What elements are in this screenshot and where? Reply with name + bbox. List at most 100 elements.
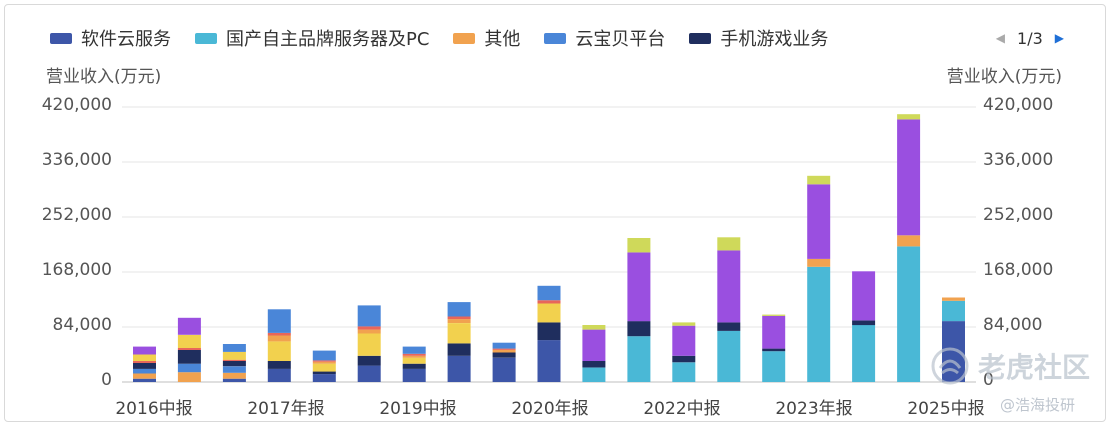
bar-segment-2022中报[interactable]	[672, 355, 696, 363]
bar-segment-2019中报[interactable]	[402, 368, 426, 382]
bar-segment-2017中报[interactable]	[222, 378, 246, 382]
legend-item-cloud-baby[interactable]: 云宝贝平台	[544, 25, 665, 51]
bar-segment-2024年报[interactable]	[897, 235, 921, 247]
bar-segment-2016年报[interactable]	[177, 372, 201, 382]
bar-segment-2017年报[interactable]	[267, 335, 291, 342]
bar-segment-2022中报[interactable]	[672, 362, 696, 382]
bar-segment-2016年报[interactable]	[177, 349, 201, 364]
bar-segment-2018年报[interactable]	[357, 355, 381, 366]
bar-segment-2019中报[interactable]	[402, 355, 426, 358]
bar-segment-2021年报[interactable]	[627, 238, 651, 253]
bar-segment-2016年报[interactable]	[177, 348, 201, 350]
bar-segment-2020中报[interactable]	[492, 352, 516, 358]
bar-segment-2018年报[interactable]	[357, 333, 381, 356]
bar-segment-2018年报[interactable]	[357, 365, 381, 382]
bar-segment-2020年报[interactable]	[537, 300, 561, 304]
bar-segment-2023年报[interactable]	[807, 258, 831, 267]
bar-segment-2024年报[interactable]	[897, 119, 921, 236]
bar-segment-2018年报[interactable]	[357, 326, 381, 330]
legend-item-cloud-software[interactable]: 软件云服务	[50, 25, 171, 51]
bar-segment-2016中报[interactable]	[133, 373, 156, 379]
bar-segment-2018中报[interactable]	[312, 363, 336, 372]
bar-segment-2021中报[interactable]	[582, 367, 606, 382]
bar-segment-2016中报[interactable]	[133, 363, 156, 369]
bar-segment-2024中报[interactable]	[852, 325, 876, 382]
bar-segment-2016中报[interactable]	[133, 368, 156, 374]
bar-segment-2018中报[interactable]	[312, 350, 336, 361]
bar-segment-2023中报[interactable]	[762, 351, 786, 382]
bar-segment-2019年报[interactable]	[447, 316, 471, 320]
bar-segment-2022年报[interactable]	[717, 322, 741, 331]
bar-segment-2023年报[interactable]	[807, 184, 831, 259]
bar-segment-2016中报[interactable]	[133, 354, 156, 362]
bar-segment-2020中报[interactable]	[492, 349, 516, 353]
bar-segment-2024中报[interactable]	[852, 320, 876, 326]
bar-segment-2023中报[interactable]	[762, 348, 786, 352]
bar-segment-2017中报[interactable]	[222, 366, 246, 373]
bar-segment-2016年报[interactable]	[177, 317, 201, 335]
bar-segment-2016中报[interactable]	[133, 378, 156, 382]
legend-item-mobile-games[interactable]: 手机游戏业务	[689, 25, 828, 51]
bar-segment-2019中报[interactable]	[402, 346, 426, 354]
bar-segment-2022年报[interactable]	[717, 330, 741, 382]
bar-segment-2020年报[interactable]	[537, 322, 561, 341]
prev-page-icon[interactable]: ◀	[995, 31, 1006, 45]
bar-segment-2017年报[interactable]	[267, 361, 291, 369]
legend-item-other[interactable]: 其他	[453, 25, 520, 51]
bar-segment-2017年报[interactable]	[267, 341, 291, 361]
bar-segment-2022年报[interactable]	[717, 250, 741, 323]
bar-segment-2016中报[interactable]	[133, 346, 156, 355]
bar-segment-2023年报[interactable]	[807, 175, 831, 185]
bar-segment-2022中报[interactable]	[672, 322, 696, 326]
bar-segment-2020年报[interactable]	[537, 340, 561, 382]
next-page-icon[interactable]: ▶	[1054, 31, 1064, 45]
bar-segment-2021中报[interactable]	[582, 329, 606, 361]
bar-segment-2020中报[interactable]	[492, 342, 516, 349]
bar-segment-2020年报[interactable]	[537, 303, 561, 323]
bar-segment-2020中报[interactable]	[492, 348, 516, 350]
bar-segment-2021年报[interactable]	[627, 252, 651, 322]
bar-segment-2021年报[interactable]	[627, 336, 651, 382]
legend-item-servers-pc[interactable]: 国产自主品牌服务器及PC	[195, 25, 429, 51]
bar-segment-2017中报[interactable]	[222, 344, 246, 352]
bar-segment-2021年报[interactable]	[627, 321, 651, 337]
bar-segment-2018年报[interactable]	[357, 305, 381, 327]
bar-segment-2019中报[interactable]	[402, 353, 426, 356]
bar-segment-2017年报[interactable]	[267, 309, 291, 333]
bar-segment-2017中报[interactable]	[222, 359, 246, 361]
bar-segment-2019年报[interactable]	[447, 355, 471, 382]
bar-segment-2018中报[interactable]	[312, 360, 336, 362]
bar-segment-2017中报[interactable]	[222, 351, 246, 360]
bar-segment-2022中报[interactable]	[672, 325, 696, 356]
bar-segment-2025中报[interactable]	[942, 297, 965, 301]
bar-segment-2019中报[interactable]	[402, 363, 426, 369]
bar-segment-2016中报[interactable]	[133, 361, 156, 363]
bar-segment-2018中报[interactable]	[312, 361, 336, 364]
bar-segment-2018中报[interactable]	[312, 374, 336, 382]
bar-segment-2019年报[interactable]	[447, 323, 471, 344]
bar-segment-2019年报[interactable]	[447, 319, 471, 323]
bar-segment-2024中报[interactable]	[852, 271, 876, 321]
bar-segment-2023年报[interactable]	[807, 266, 831, 382]
bar-segment-2017年报[interactable]	[267, 368, 291, 382]
bar-segment-2016年报[interactable]	[177, 334, 201, 348]
bar-segment-2017中报[interactable]	[222, 372, 246, 379]
bar-segment-2024年报[interactable]	[897, 246, 921, 383]
bar-segment-2016年报[interactable]	[177, 363, 201, 373]
bar-segment-2020中报[interactable]	[492, 357, 516, 382]
bar-segment-2020年报[interactable]	[537, 285, 561, 301]
bar-segment-2018年报[interactable]	[357, 329, 381, 334]
bar-segment-2017年报[interactable]	[267, 332, 291, 336]
bar-segment-2024年报[interactable]	[897, 114, 921, 120]
bar-segment-2021中报[interactable]	[582, 325, 606, 330]
bar-segment-2019年报[interactable]	[447, 343, 471, 356]
bar-segment-2021中报[interactable]	[582, 361, 606, 368]
bar-segment-2017中报[interactable]	[222, 361, 246, 367]
bar-segment-2023中报[interactable]	[762, 314, 786, 316]
bar-segment-2025中报[interactable]	[942, 300, 965, 322]
bar-segment-2019中报[interactable]	[402, 357, 426, 364]
bar-segment-2019年报[interactable]	[447, 302, 471, 317]
bar-segment-2022年报[interactable]	[717, 237, 741, 251]
bar-segment-2018中报[interactable]	[312, 371, 336, 375]
bar-segment-2023中报[interactable]	[762, 315, 786, 349]
